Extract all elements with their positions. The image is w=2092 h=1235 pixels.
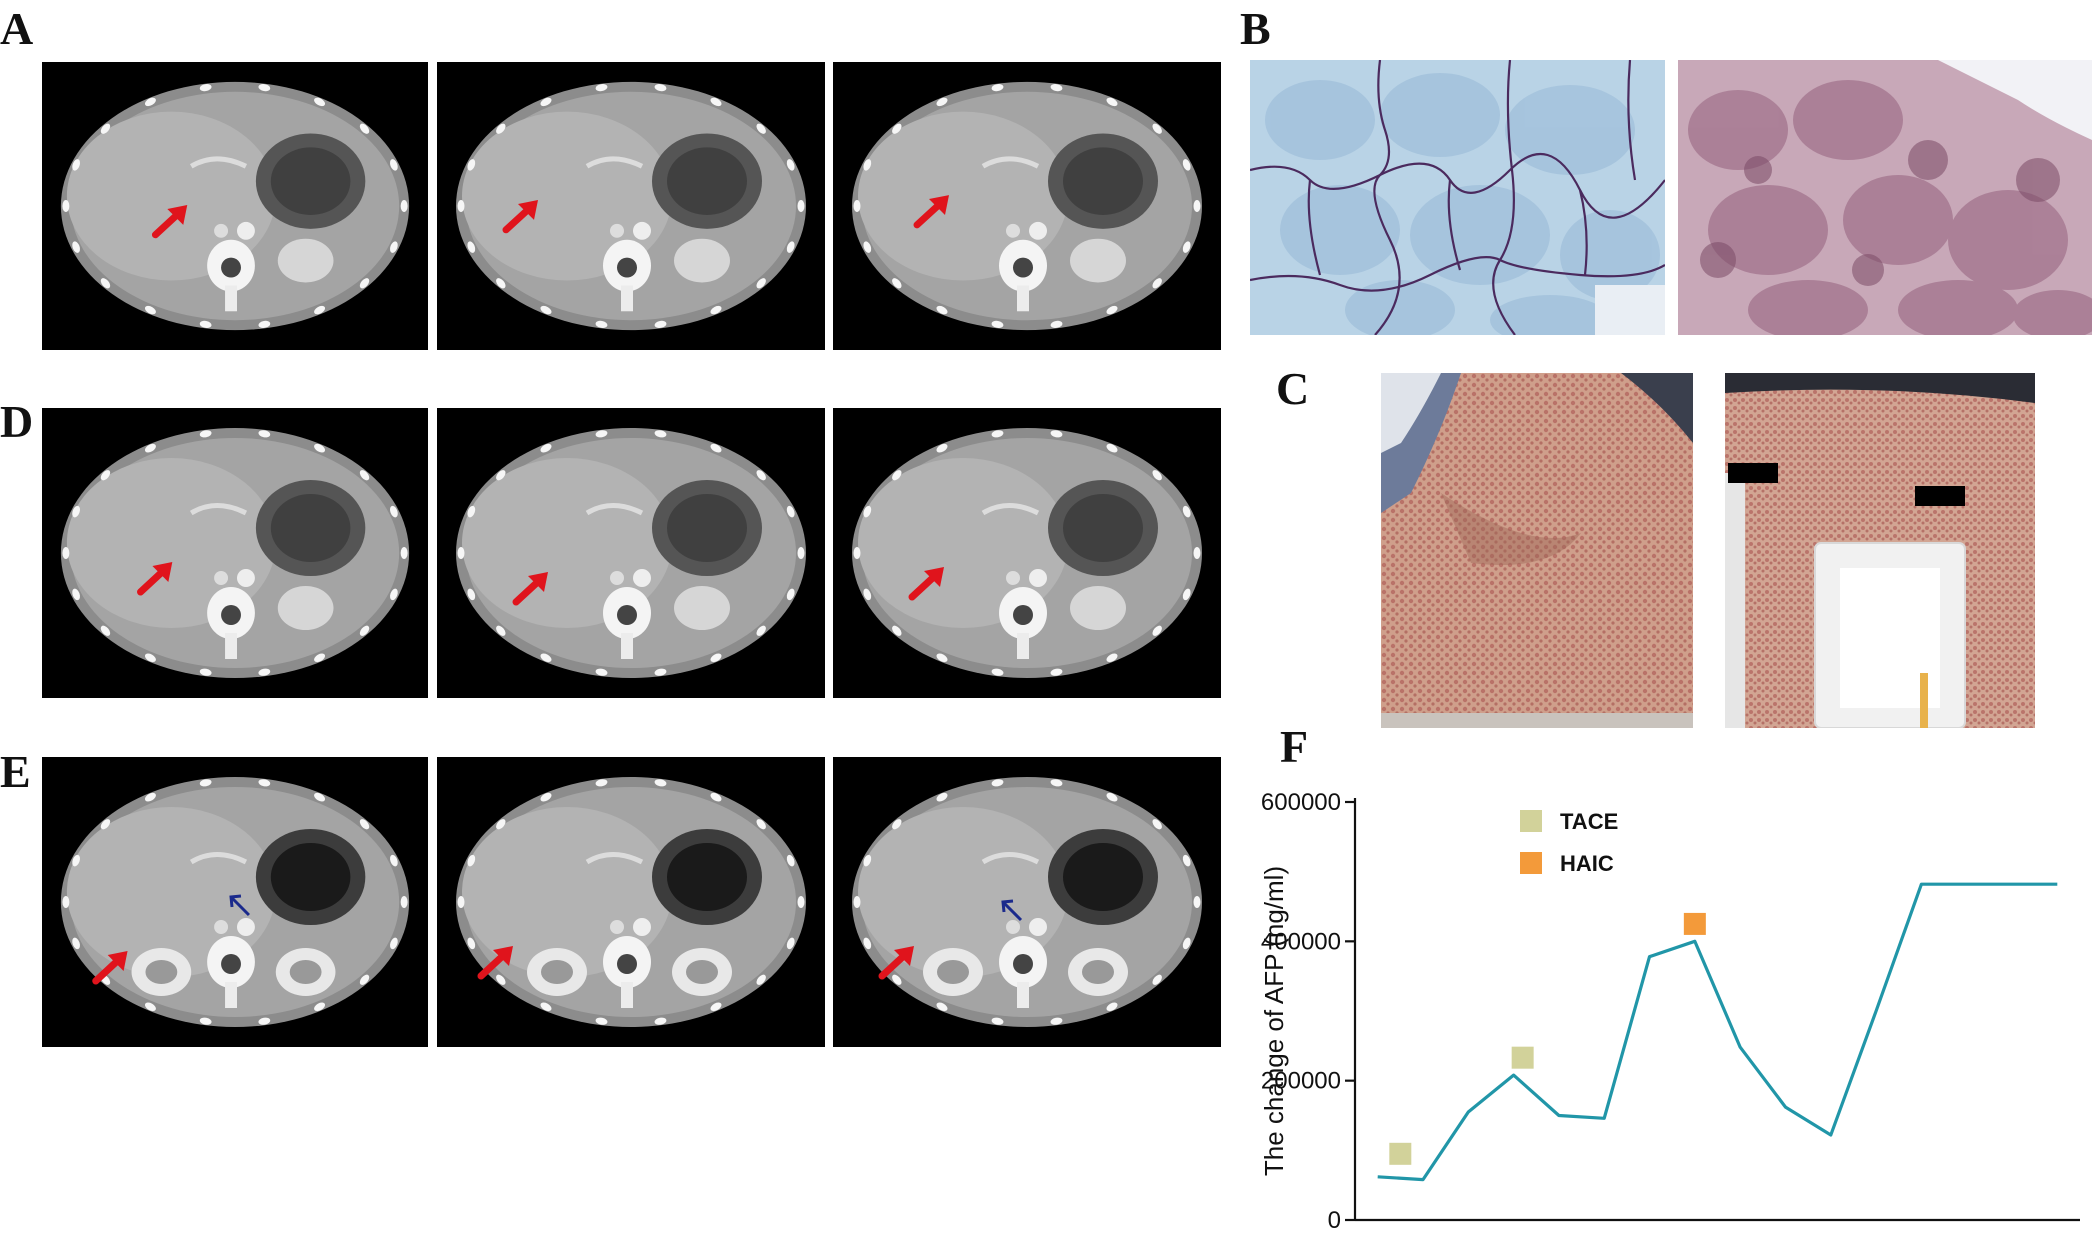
- red-arrow-icon: [512, 572, 548, 606]
- haic-marker: [1683, 912, 1706, 935]
- blue-arrow-icon: [1001, 899, 1023, 922]
- panel-label-d: D: [0, 396, 34, 447]
- panel-label-f: F: [1280, 721, 1309, 772]
- panel-label-a: A: [0, 3, 34, 54]
- histology-image-left: [1250, 60, 1665, 335]
- blue-arrow-icon: [229, 894, 250, 917]
- panel-label-c: C: [1276, 363, 1310, 414]
- y-tick-label: 600000: [1261, 789, 1341, 816]
- red-arrow-icon: [92, 951, 128, 985]
- red-arrow-icon: [908, 567, 944, 601]
- legend-label-haic: HAIC: [1560, 851, 1614, 876]
- afp-line-chart: 0 200000 400000 600000 The change of AFP (ng…: [1259, 789, 2080, 1234]
- skin-rash-photo-left: [1381, 373, 1693, 728]
- red-arrow-icon: [502, 200, 538, 234]
- red-arrow-icon: [878, 946, 914, 980]
- legend-swatch-haic: [1520, 852, 1542, 874]
- red-arrow-icon: [913, 195, 949, 229]
- panel-label-b: B: [1240, 3, 1271, 54]
- y-tick-label: 200000: [1261, 1068, 1341, 1095]
- ct-scan-a-2: [437, 62, 825, 350]
- ct-scan-e-2: [437, 757, 825, 1047]
- legend-swatch-tace: [1520, 810, 1542, 832]
- tace-marker: [1511, 1046, 1534, 1069]
- red-arrow-icon: [151, 205, 188, 239]
- y-tick-label: 400000: [1261, 928, 1341, 955]
- ct-scan-d-3: [833, 408, 1221, 698]
- legend-label-tace: TACE: [1560, 809, 1618, 834]
- afp-series-line: [1377, 882, 2058, 1182]
- ct-scan-a-3: [833, 62, 1221, 350]
- y-axis-label: The change of AFP (ng/ml): [1259, 866, 1289, 1176]
- red-arrow-icon: [137, 562, 173, 596]
- ct-scan-e-1: [42, 757, 428, 1047]
- red-arrow-icon: [477, 946, 513, 980]
- histology-image-right: [1678, 60, 2092, 335]
- panel-label-e: E: [0, 746, 31, 797]
- y-tick-label: 0: [1328, 1207, 1341, 1234]
- ct-scan-d-1: [42, 408, 428, 698]
- tace-marker: [1389, 1142, 1412, 1165]
- ct-scan-d-2: [437, 408, 825, 698]
- ct-scan-e-3: [833, 757, 1221, 1047]
- ct-scan-a-1: [42, 62, 428, 350]
- skin-rash-photo-right: [1725, 373, 2035, 728]
